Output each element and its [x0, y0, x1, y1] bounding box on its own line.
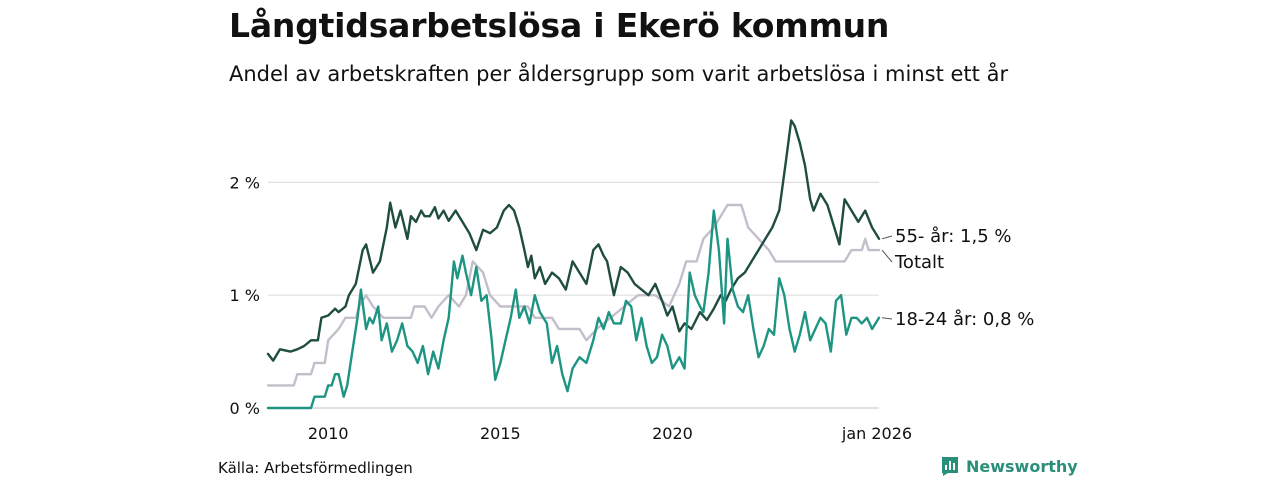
source-note: Källa: Arbetsförmedlingen — [218, 459, 413, 477]
x-tick-label: 2010 — [308, 424, 349, 443]
chart-title: Långtidsarbetslösa i Ekerö kommun — [229, 6, 890, 45]
chart-subtitle: Andel av arbetskraften per åldersgrupp s… — [229, 62, 1009, 86]
series-line-2 — [266, 209, 881, 410]
label-connector-0 — [881, 249, 893, 263]
bar-chart-icon — [942, 457, 958, 476]
label-connector-2 — [881, 317, 893, 320]
series-line-1 — [266, 119, 881, 362]
label-connector-1 — [881, 235, 893, 240]
x-tick-label: jan 2026 — [841, 424, 912, 443]
series-label-2: 18-24 år: 0,8 % — [895, 309, 1034, 330]
series-lines — [266, 119, 881, 410]
y-tick-label: 1 % — [230, 286, 260, 305]
series-label-0: Totalt — [894, 252, 944, 273]
series-label-1: 55- år: 1,5 % — [895, 226, 1011, 247]
brand-name: Newsworthy — [966, 456, 1078, 476]
y-tick-label: 0 % — [230, 399, 260, 418]
x-axis-ticks: 2010 2015 2020 jan 2026 — [308, 424, 912, 443]
y-axis-ticks: 0 % 1 % 2 % — [230, 173, 260, 418]
y-tick-label: 2 % — [230, 173, 260, 192]
brand-logo: Newsworthy — [940, 456, 1078, 476]
x-tick-label: 2020 — [652, 424, 693, 443]
series-labels: Totalt 55- år: 1,5 % 18-24 år: 0,8 % — [881, 226, 1034, 330]
x-tick-label: 2015 — [480, 424, 521, 443]
